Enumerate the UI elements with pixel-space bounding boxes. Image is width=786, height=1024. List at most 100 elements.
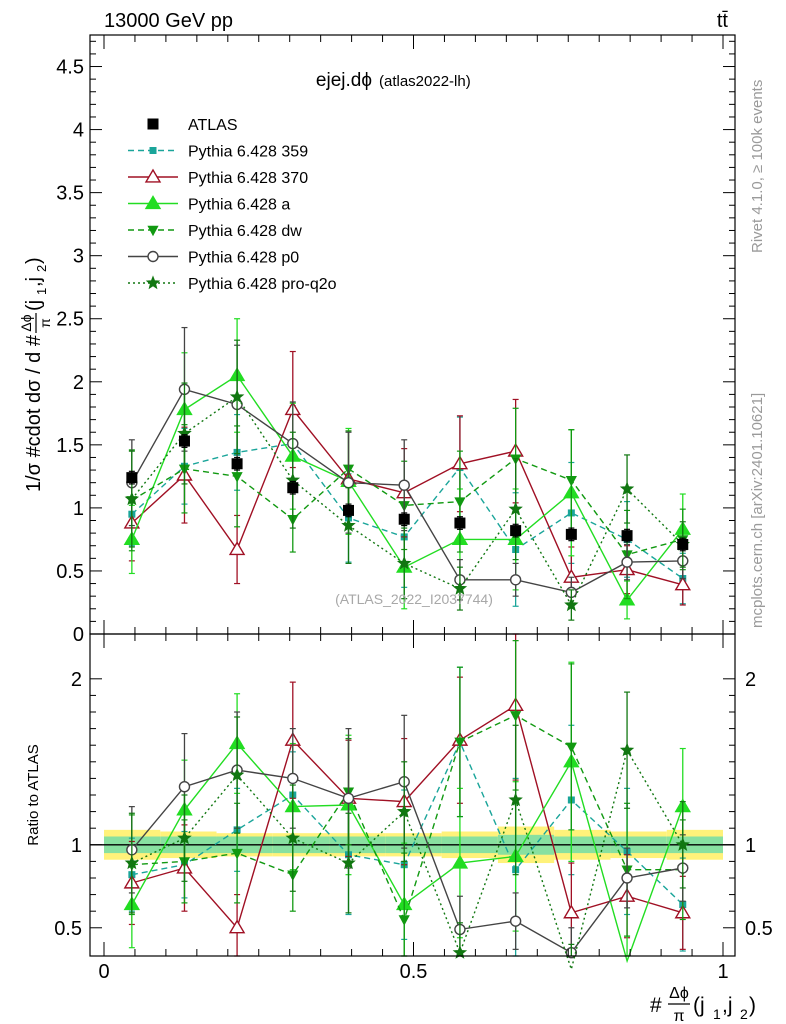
legend-entry-atlas: ATLAS xyxy=(147,117,238,134)
main-point xyxy=(231,472,243,483)
analysis-watermark: (ATLAS_2022_I2037744) xyxy=(335,591,493,607)
main-ytick-label: 3.5 xyxy=(56,183,84,205)
main-plot-title-suffix: (atlas2022-lh) xyxy=(379,73,471,90)
ratio-ytick-label: 0.5 xyxy=(54,918,82,940)
svg-text:2: 2 xyxy=(740,1006,748,1022)
main-point xyxy=(621,530,633,542)
legend-marker xyxy=(147,225,159,237)
legend-label: Pythia 6.428 a xyxy=(188,197,290,214)
ratio-point xyxy=(231,848,243,860)
ratio-y-axis: 0.5 0.5 1 1 2 2 xyxy=(54,669,773,940)
main-point xyxy=(231,458,243,470)
energy-label: 13000 GeV pp xyxy=(104,10,233,32)
main-point xyxy=(398,513,410,525)
main-point xyxy=(454,497,466,508)
legend-entry-pythia-6-428-dw: Pythia 6.428 dw xyxy=(128,223,302,240)
ratio-point xyxy=(619,742,635,757)
legend-marker xyxy=(144,195,162,210)
main-point xyxy=(565,475,577,487)
ratio-point xyxy=(509,915,522,927)
ratio-ytick-label: 2 xyxy=(71,669,82,691)
svg-text:1/σ #cdot dσ / d #: 1/σ #cdot dσ / d # xyxy=(23,334,45,492)
ratio-point xyxy=(178,781,191,793)
svg-text:1: 1 xyxy=(34,288,49,295)
svg-text:(j: (j xyxy=(693,994,705,1017)
ratio-point xyxy=(510,711,522,722)
main-point xyxy=(287,482,299,494)
svg-text:π: π xyxy=(37,318,53,328)
main-point xyxy=(674,576,691,591)
main-ytick-label: 1 xyxy=(73,498,84,520)
ratio-x-axis: 0 0.5 1 xyxy=(98,35,729,983)
main-ytick-label: 2 xyxy=(73,372,84,394)
svg-text:1: 1 xyxy=(713,1006,721,1022)
main-point xyxy=(341,517,356,532)
ratio-point xyxy=(508,792,523,807)
ratio-ytick-label-right: 2 xyxy=(745,669,756,691)
main-plot-marks xyxy=(123,318,691,621)
ratio-point xyxy=(177,830,192,845)
mcplots-label: mcplots.cern.ch [arXiv:2401.10621] xyxy=(749,393,766,628)
ratio-point xyxy=(563,904,580,919)
main-ytick-label: 3 xyxy=(73,246,84,268)
main-point xyxy=(565,528,577,540)
x-tick-label: 1 xyxy=(717,961,728,983)
main-plot-title: ejej.dϕ xyxy=(316,70,372,91)
legend-label: Pythia 6.428 370 xyxy=(188,170,308,187)
legend-marker xyxy=(145,275,161,290)
main-point xyxy=(509,574,522,586)
x-tick-label: 0 xyxy=(98,961,109,983)
ratio-point xyxy=(565,742,577,754)
ratio-point xyxy=(341,855,356,870)
ratio-panel: 0.5 0.51 12 2 0 0.5 1 Ratio to ATLAS # Δϕ π (… xyxy=(25,35,773,1024)
ratio-ytick-label-right: 1 xyxy=(745,835,756,857)
main-point xyxy=(124,491,140,506)
ratio-point xyxy=(342,792,355,805)
main-point xyxy=(677,538,689,550)
ratio-point xyxy=(451,854,469,869)
ratio-point xyxy=(675,837,690,852)
legend-label: Pythia 6.428 359 xyxy=(188,144,308,161)
ratio-ytick-label: 1 xyxy=(71,835,82,857)
main-point xyxy=(619,481,635,496)
main-panel: 0 0.5 1 1.5 2 2.5 3 3.5 4 4.5 ejej.dϕ (atlas2022-… xyxy=(18,34,736,646)
legend-entry-pythia-6-428-a: Pythia 6.428 a xyxy=(128,195,290,214)
main-ytick-label: 0.5 xyxy=(56,561,84,583)
main-point xyxy=(228,541,246,556)
legend-entry-pythia-6-428-359: Pythia 6.428 359 xyxy=(128,144,308,161)
svg-text:Δϕ: Δϕ xyxy=(669,985,689,1002)
legend-label: Pythia 6.428 p0 xyxy=(188,250,299,267)
main-point xyxy=(229,389,245,404)
main-line-pythia-6-428-359 xyxy=(131,442,684,580)
main-series-pythia-6-428-pro-q2o xyxy=(124,339,690,621)
main-line-pythia-6-428-pro-q2o xyxy=(131,395,684,607)
legend-entry-pythia-6-428-p0: Pythia 6.428 p0 xyxy=(128,250,299,267)
main-y-axis-label: 1/σ #cdot dσ / d # Δϕ π (j 1 ,j 2 ) xyxy=(18,257,53,492)
main-point xyxy=(178,435,190,447)
ratio-point xyxy=(285,830,301,845)
ratio-point xyxy=(396,804,412,818)
main-ytick-label: 4 xyxy=(73,120,84,142)
legend-label: ATLAS xyxy=(188,117,238,134)
svg-text:#: # xyxy=(650,994,662,1017)
ratio-line-pythia-6-428-dw xyxy=(131,714,683,922)
ratio-series-pythia-6-428-pro-q2o xyxy=(124,691,690,972)
legend: ATLAS Pythia 6.428 359 Pythia 6.428 370 Pyt… xyxy=(128,117,337,293)
main-point xyxy=(452,581,468,595)
svg-text:): ) xyxy=(749,994,756,1017)
ratio-line-pythia-6-428-359 xyxy=(131,740,684,906)
x-tick-label: 0.5 xyxy=(400,961,428,983)
legend-entry-pythia-6-428-370: Pythia 6.428 370 xyxy=(128,168,308,187)
main-point xyxy=(454,517,466,529)
svg-text:,j: ,j xyxy=(722,994,733,1017)
main-point xyxy=(126,472,138,484)
svg-text:(j: (j xyxy=(23,300,45,311)
main-point xyxy=(342,476,355,489)
main-point xyxy=(621,556,633,568)
ratio-ytick-label-right: 0.5 xyxy=(745,918,773,940)
rivet-version-label: Rivet 4.1.0, ≥ 100k events xyxy=(749,80,766,253)
ratio-point xyxy=(229,767,245,782)
svg-text:): ) xyxy=(23,257,45,264)
main-line-pythia-6-428-dw xyxy=(131,457,683,556)
legend-entry-pythia-6-428-pro-q2o: Pythia 6.428 pro-q2o xyxy=(128,275,337,293)
